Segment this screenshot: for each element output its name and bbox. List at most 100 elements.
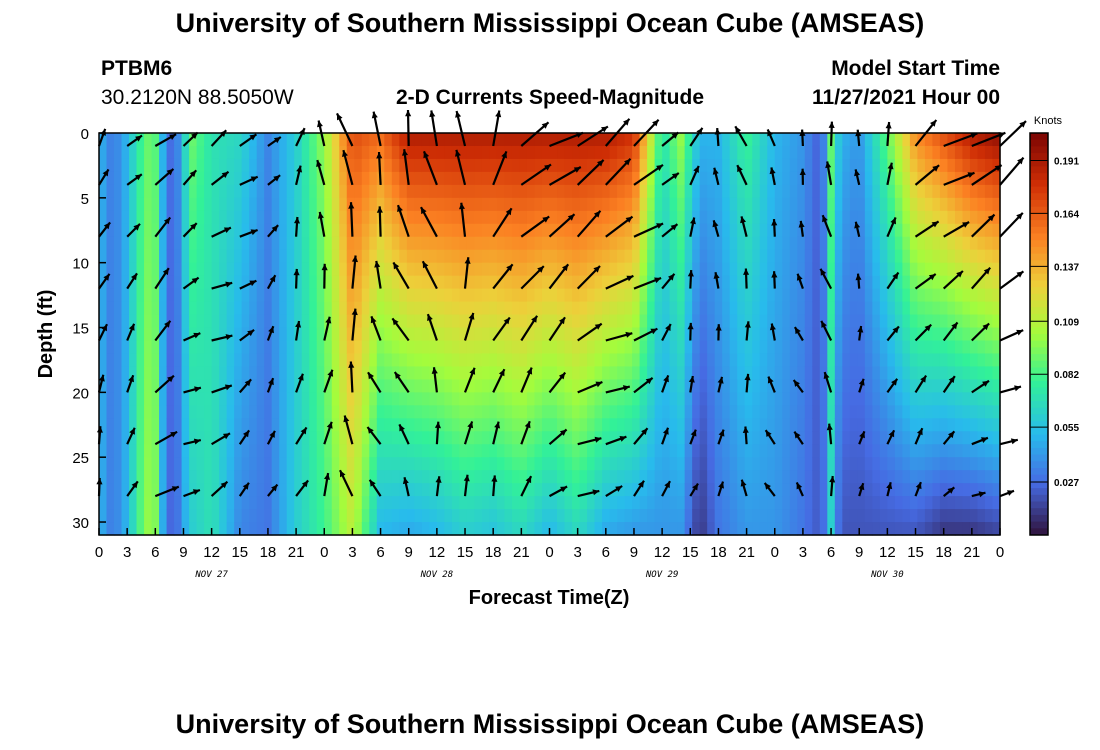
x-tick-label: 21 (288, 544, 305, 561)
heatmap-cell (106, 301, 115, 316)
heatmap-cell (196, 444, 205, 458)
heatmap-cell (361, 210, 370, 225)
heatmap-cell (99, 314, 108, 329)
heatmap-cell (136, 457, 145, 471)
heatmap-cell (414, 145, 423, 160)
heatmap-cell (324, 457, 333, 471)
heatmap-cell (632, 301, 641, 316)
heatmap-cell (654, 366, 663, 380)
heatmap-cell (849, 184, 858, 199)
heatmap-cell (872, 275, 881, 290)
heatmap-cell (609, 509, 618, 523)
heatmap-cell (414, 379, 423, 393)
heatmap-cell (166, 184, 175, 199)
heatmap-cell (759, 210, 768, 225)
heatmap-cell (984, 275, 994, 290)
heatmap-cell (211, 496, 220, 510)
heatmap-cell (647, 236, 656, 251)
heatmap-cell (136, 444, 145, 458)
heatmap-cell (534, 379, 543, 393)
current-vector (210, 480, 229, 497)
heatmap-cell (804, 457, 813, 471)
heatmap-cell (774, 509, 783, 523)
heatmap-cell (294, 158, 303, 173)
current-vector (321, 263, 328, 289)
heatmap-cell (174, 275, 183, 290)
heatmap-cell (316, 379, 325, 393)
heatmap-cell (857, 405, 866, 419)
heatmap-cell (481, 457, 491, 471)
heatmap-cell (729, 314, 738, 329)
heatmap-cell (534, 405, 543, 419)
x-tick-label: 3 (573, 544, 581, 561)
heatmap-cell (804, 340, 813, 355)
heatmap-cell (819, 184, 828, 199)
heatmap-cell (136, 496, 145, 510)
heatmap-cell (669, 288, 678, 303)
current-vector (126, 223, 141, 238)
heatmap-cell (376, 249, 385, 264)
heatmap-cell (504, 379, 513, 393)
heatmap-cell (136, 483, 145, 497)
heatmap-cell (662, 405, 671, 419)
heatmap-cell (504, 418, 513, 432)
heatmap-cell (504, 483, 513, 497)
heatmap-cell (369, 275, 378, 290)
heatmap-cell (617, 379, 626, 393)
current-vector (520, 315, 539, 342)
colorbar-swatch (1030, 240, 1048, 248)
heatmap-cell (789, 457, 798, 471)
heatmap-cell (557, 133, 566, 147)
current-vector (713, 272, 720, 289)
current-vector (182, 222, 198, 238)
heatmap-cell (189, 470, 198, 484)
heatmap-cell (939, 236, 949, 251)
heatmap-cell (294, 223, 303, 238)
heatmap-cell (894, 470, 903, 484)
heatmap-cell (879, 418, 888, 432)
heatmap-cell (789, 418, 798, 432)
heatmap-cell (662, 249, 671, 264)
heatmap-cell (774, 133, 783, 147)
heatmap-cell (759, 457, 768, 471)
heatmap-cell (684, 145, 693, 160)
heatmap-cell (376, 457, 385, 471)
heatmap-cell (744, 405, 753, 419)
heatmap-cell (654, 145, 663, 160)
heatmap-cell (939, 392, 949, 406)
heatmap-cell (391, 431, 400, 445)
current-vector (576, 159, 605, 186)
heatmap-cell (144, 275, 153, 290)
heatmap-cell (819, 353, 828, 368)
heatmap-cell (249, 509, 258, 523)
heatmap-cell (797, 470, 806, 484)
current-vector (687, 322, 694, 341)
heatmap-cell (632, 223, 641, 238)
heatmap-cell (181, 496, 190, 510)
heatmap-cell (301, 145, 310, 160)
heatmap-cell (249, 301, 258, 316)
heatmap-cell (737, 133, 746, 147)
current-vector (548, 263, 570, 290)
heatmap-cell (256, 210, 265, 225)
heatmap-cell (857, 444, 866, 458)
heatmap-cell (511, 301, 521, 316)
heatmap-cell (887, 249, 896, 264)
heatmap-cell (699, 470, 708, 484)
heatmap-cell (812, 366, 821, 380)
heatmap-cell (924, 314, 934, 329)
current-vector (942, 321, 959, 342)
heatmap-cell (954, 314, 964, 329)
heatmap-cell (984, 509, 994, 523)
heatmap-cell (331, 184, 340, 199)
heatmap-cell (744, 418, 753, 432)
heatmap-cell (226, 262, 235, 277)
current-vector (605, 385, 631, 394)
heatmap-cell (879, 288, 888, 303)
heatmap-cell (887, 444, 896, 458)
current-vector (267, 174, 281, 186)
current-vector (154, 374, 175, 394)
heatmap-cell (834, 431, 843, 445)
colorbar-swatch (1030, 461, 1048, 469)
current-vector (823, 371, 833, 393)
